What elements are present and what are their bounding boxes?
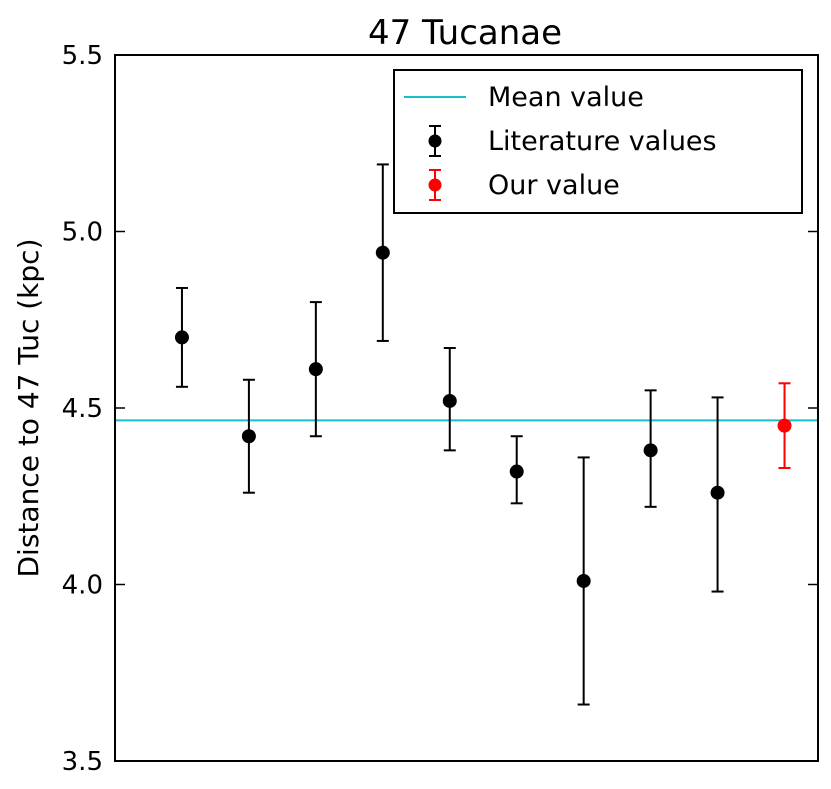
data-point	[241, 429, 256, 444]
data-point	[174, 330, 189, 345]
y-axis-label: Distance to 47 Tuc (kpc)	[12, 239, 45, 578]
data-point	[509, 464, 524, 479]
legend-box	[393, 69, 803, 214]
data-point	[710, 485, 725, 500]
y-tick-label: 5.5	[62, 41, 103, 71]
y-tick-label: 4.0	[62, 571, 103, 601]
y-tick-label: 5.0	[62, 218, 103, 248]
legend-label: Our value	[488, 170, 620, 201]
data-point	[442, 393, 457, 408]
plot-frame	[114, 54, 819, 762]
y-tick-label: 3.5	[62, 747, 103, 777]
data-point	[308, 362, 323, 377]
chart-title: 47 Tucanae	[368, 13, 562, 53]
y-tick-label: 4.5	[62, 394, 103, 424]
plot-area: 3.5 4.0 4.5 5.0 5.5	[62, 41, 818, 777]
legend: Mean value Literature values Our value	[393, 69, 803, 214]
legend-handle-marker-our-value	[428, 178, 442, 192]
data-point	[643, 443, 658, 458]
legend-label: Literature values	[488, 126, 717, 157]
data-point	[375, 245, 390, 260]
legend-label: Mean value	[488, 82, 644, 113]
data-point	[576, 573, 591, 588]
data-point	[777, 418, 792, 433]
legend-handle-marker-literature-values	[428, 134, 442, 148]
